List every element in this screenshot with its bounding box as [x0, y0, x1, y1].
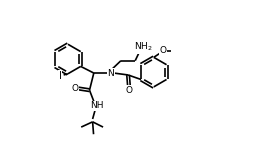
Text: O: O: [125, 86, 133, 95]
Text: NH: NH: [90, 101, 103, 110]
Text: N: N: [108, 69, 114, 78]
Text: O: O: [159, 46, 166, 55]
Text: I: I: [59, 71, 62, 81]
Text: NH$_2$: NH$_2$: [134, 41, 152, 53]
Text: O: O: [71, 84, 78, 93]
